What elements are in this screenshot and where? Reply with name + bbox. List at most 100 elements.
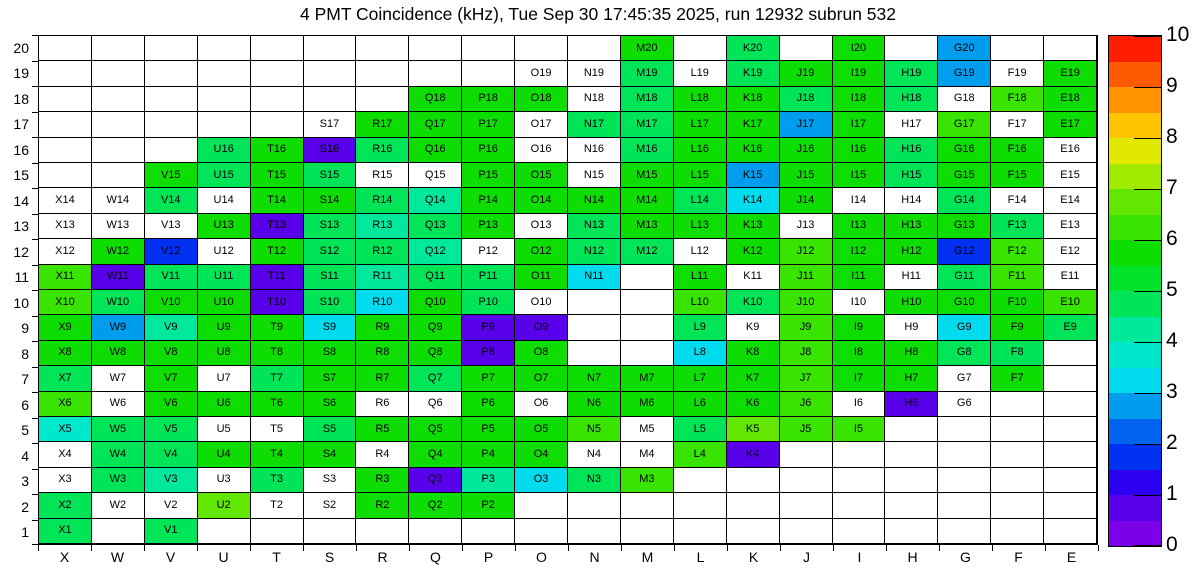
- cell-label: M14: [636, 194, 658, 207]
- heatmap-cell: U13: [197, 213, 251, 240]
- y-axis-label: 18: [13, 90, 29, 107]
- cell-label: O5: [533, 422, 549, 435]
- cell-label: Q2: [427, 498, 443, 511]
- cell-label: W3: [109, 473, 127, 486]
- heatmap-cell: E9: [1044, 315, 1097, 341]
- cell-label: K7: [745, 371, 760, 384]
- cell-label: I16: [850, 143, 867, 156]
- heatmap-cell: J14: [779, 188, 833, 214]
- heatmap-cell: L11: [673, 264, 727, 290]
- cell-label: X11: [55, 270, 75, 283]
- heatmap-cell: [409, 518, 463, 544]
- cell-label: Q14: [424, 194, 446, 207]
- heatmap-cell: K14: [726, 188, 780, 214]
- y-axis-label: 19: [13, 65, 29, 82]
- heatmap-cell: S15: [303, 162, 357, 189]
- axis-tick: [32, 35, 38, 36]
- cell-label: H7: [904, 371, 919, 384]
- heatmap-cell: W11: [91, 264, 145, 290]
- cell-label: P3: [481, 473, 495, 486]
- axis-tick: [32, 418, 38, 419]
- heatmap-cell: [515, 36, 568, 62]
- axis-tick: [32, 544, 38, 545]
- heatmap-cell: V14: [144, 188, 198, 214]
- heatmap-cell: T2: [250, 493, 304, 519]
- cell-label: N14: [583, 194, 605, 207]
- axis-tick: [32, 86, 38, 87]
- axis-tick: [462, 545, 463, 551]
- cell-label: O19: [530, 67, 552, 80]
- heatmap-cell: N14: [568, 188, 621, 214]
- cell-label: O15: [530, 168, 552, 181]
- heatmap-cell: G13: [938, 213, 992, 240]
- heatmap-cell: E10: [1044, 289, 1097, 316]
- heatmap-cell: O16: [515, 137, 568, 163]
- cell-label: E10: [1060, 295, 1080, 308]
- heatmap-cell: Q16: [409, 137, 463, 163]
- heatmap-cell: [144, 112, 198, 138]
- heatmap-cell: [991, 493, 1045, 519]
- cell-label: I11: [851, 270, 866, 283]
- cell-label: W2: [109, 498, 127, 511]
- cell-label: T10: [267, 295, 287, 308]
- cell-label: Q7: [427, 371, 443, 384]
- heatmap-cell: M5: [620, 416, 674, 443]
- cell-label: S10: [319, 295, 340, 308]
- heatmap-cell: [91, 112, 145, 138]
- cell-label: S4: [322, 448, 337, 461]
- colorbar-band: [1109, 265, 1161, 291]
- heatmap-cell: R6: [356, 391, 410, 417]
- colorbar-tick: [1134, 138, 1161, 139]
- cell-label: J6: [799, 397, 812, 410]
- cell-label: K17: [742, 117, 763, 130]
- colorbar-band: [1109, 163, 1161, 189]
- heatmap-cell: I17: [832, 112, 886, 138]
- heatmap-cell: I11: [832, 264, 886, 290]
- cell-label: J8: [799, 346, 812, 359]
- heatmap-cell: Q4: [409, 442, 463, 468]
- heatmap-cell: S3: [303, 467, 357, 494]
- heatmap-cell: X8: [39, 340, 92, 367]
- heatmap-cell: L16: [673, 137, 727, 163]
- heatmap-cell: F19: [991, 61, 1045, 87]
- cell-label: I19: [850, 67, 867, 80]
- cell-label: W10: [106, 295, 130, 308]
- cell-label: I6: [853, 397, 864, 410]
- heatmap-cell: [197, 86, 251, 113]
- cell-label: R17: [372, 117, 393, 130]
- heatmap-cell: [620, 493, 674, 519]
- heatmap-cell: G16: [938, 137, 992, 163]
- heatmap-cell: [250, 61, 304, 87]
- heatmap-cell: T16: [250, 137, 304, 163]
- heatmap-cell: L18: [673, 86, 727, 113]
- cell-label: H12: [901, 244, 922, 257]
- heatmap-cell: O8: [515, 340, 568, 367]
- heatmap-cell: P11: [462, 264, 516, 290]
- x-axis-label: W: [110, 549, 125, 565]
- heatmap-cell: O13: [515, 213, 568, 240]
- heatmap-cell: [303, 61, 357, 87]
- colorbar-band: [1109, 240, 1161, 266]
- heatmap-cell: V13: [144, 213, 198, 240]
- heatmap-cell: O12: [515, 239, 568, 265]
- cell-label: E16: [1060, 143, 1080, 156]
- colorbar-tick-label: 8: [1166, 125, 1178, 148]
- heatmap-cell: G18: [938, 86, 992, 113]
- cell-label: M18: [636, 92, 658, 105]
- heatmap-cell: [1044, 518, 1097, 544]
- heatmap-cell: [991, 416, 1045, 443]
- axis-tick: [32, 341, 38, 342]
- cell-label: G10: [953, 295, 975, 308]
- cell-label: L15: [690, 168, 709, 181]
- cell-label: Q11: [425, 270, 446, 283]
- colorbar-band: [1109, 367, 1161, 393]
- heatmap-cell: S8: [303, 340, 357, 367]
- x-axis-label: E: [1066, 549, 1077, 565]
- heatmap-cell: T15: [250, 162, 304, 189]
- heatmap-cell: N6: [568, 391, 621, 417]
- heatmap-cell: [568, 493, 621, 519]
- cell-label: X8: [58, 346, 72, 359]
- heatmap-cell: L6: [673, 391, 727, 417]
- axis-tick: [1045, 545, 1046, 551]
